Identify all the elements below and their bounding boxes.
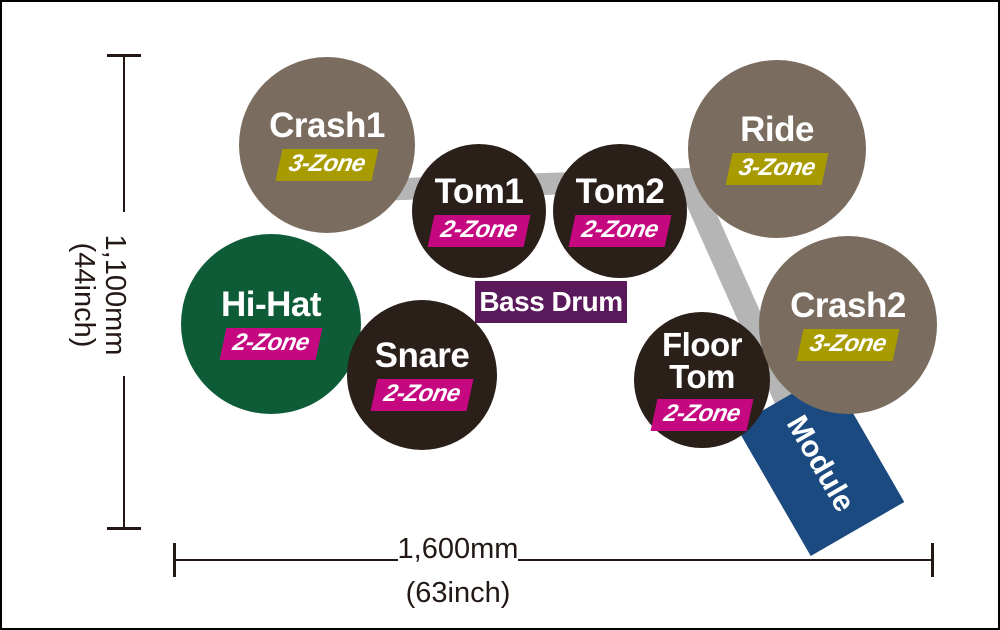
pad-hihat-label: Hi-Hat: [220, 284, 322, 324]
pad-ride-label: Ride: [740, 109, 814, 149]
pad-tom1: Tom1 2-Zone: [412, 144, 546, 278]
pad-floor-tom: Floor Tom 2-Zone: [634, 312, 770, 448]
width-dimension-cap-left: [173, 543, 176, 577]
height-mm-text: 1,100mm: [99, 234, 131, 356]
width-inch-text: (63inch): [405, 577, 511, 609]
zone-badge: 2-Zone: [370, 379, 474, 412]
pad-tom2-label: Tom2: [575, 171, 665, 211]
height-dimension-line-upper: [123, 56, 125, 212]
pad-snare-label: Snare: [374, 335, 470, 375]
pad-hihat: Hi-Hat 2-Zone: [181, 234, 361, 414]
width-mm-text: 1,600mm: [397, 533, 519, 565]
height-dimension-line-lower: [123, 376, 125, 529]
height-dimension-cap-bottom: [107, 527, 141, 530]
width-dimension-line-right: [518, 559, 933, 561]
module-text: Module: [779, 410, 861, 518]
height-inch-text: (44inch): [68, 242, 100, 348]
pad-ride: Ride 3-Zone: [688, 60, 866, 238]
pad-crash1-label: Crash1: [269, 105, 385, 145]
height-dimension-label: 1,100mm (44inch): [68, 210, 131, 380]
pad-crash2-label: Crash2: [790, 285, 906, 325]
zone-badge: 3-Zone: [275, 149, 379, 182]
width-dimension-line-left: [174, 559, 398, 561]
bass-drum-text: Bass Drum: [479, 286, 623, 317]
pad-floor-tom-label-line1: Floor: [662, 326, 742, 364]
width-dimension-cap-right: [931, 543, 934, 577]
zone-badge: 2-Zone: [219, 328, 323, 361]
zone-badge: 3-Zone: [796, 329, 900, 362]
zone-badge: 3-Zone: [725, 153, 829, 186]
height-dimension-cap-top: [107, 54, 141, 57]
pad-snare: Snare 2-Zone: [347, 300, 497, 450]
zone-badge: 2-Zone: [568, 215, 672, 248]
pad-tom2: Tom2 2-Zone: [553, 144, 687, 278]
pad-crash2: Crash2 3-Zone: [759, 236, 937, 414]
zone-badge: 2-Zone: [650, 398, 754, 431]
pad-floor-tom-label-line2: Tom: [669, 357, 735, 395]
zone-badge: 2-Zone: [427, 215, 531, 248]
bass-drum-label: Bass Drum: [475, 281, 627, 323]
pad-crash1: Crash1 3-Zone: [239, 57, 415, 233]
pad-tom1-label: Tom1: [434, 171, 524, 211]
